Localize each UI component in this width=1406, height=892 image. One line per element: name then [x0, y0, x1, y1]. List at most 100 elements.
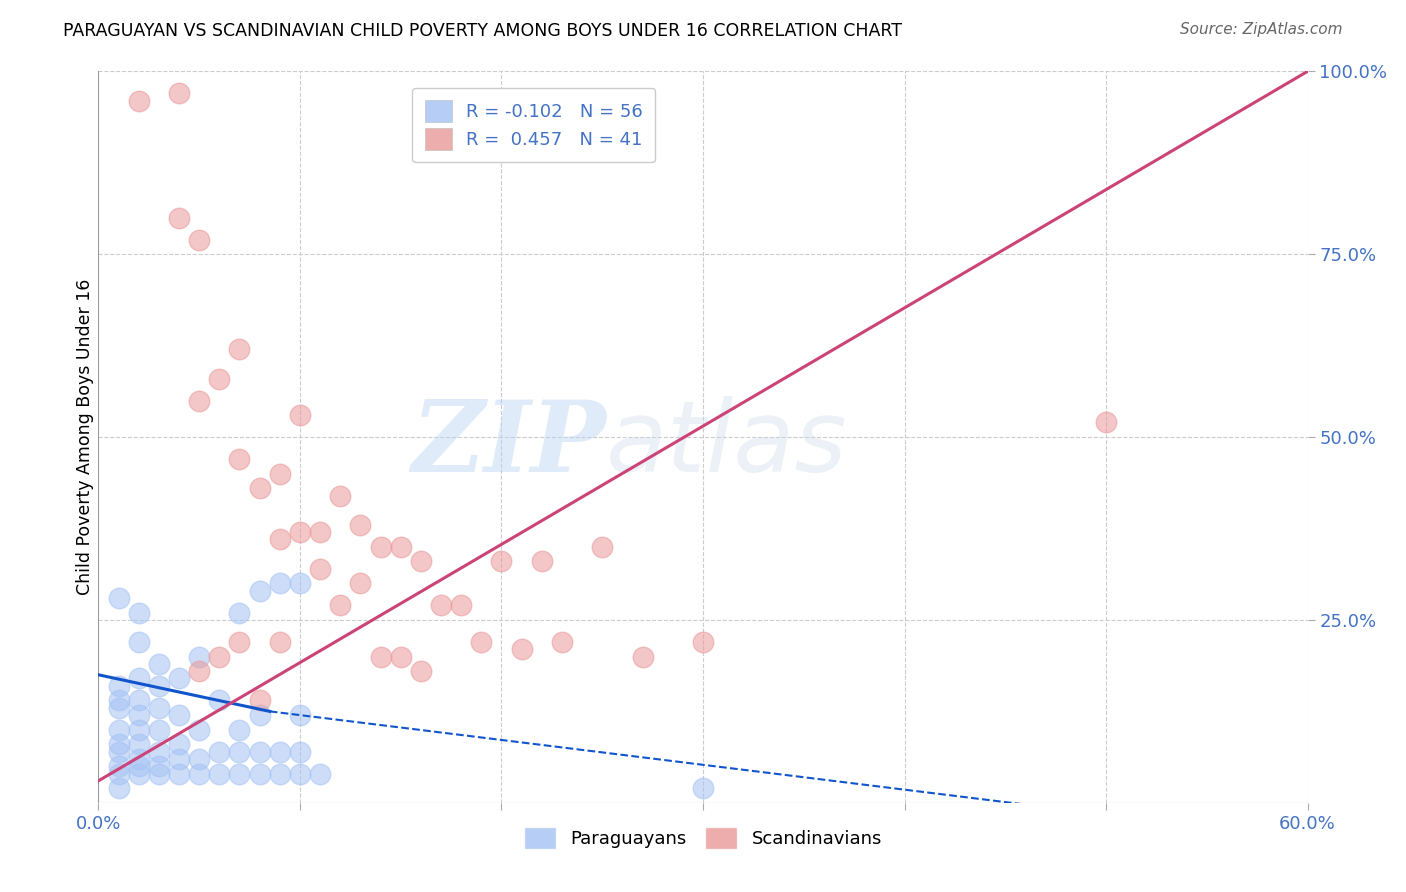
- Point: [167, 737, 190, 751]
- Point: [128, 766, 150, 780]
- Point: [1095, 416, 1118, 430]
- Point: [249, 693, 271, 707]
- Point: [107, 766, 129, 780]
- Point: [349, 576, 371, 591]
- Point: [288, 525, 311, 540]
- Point: [228, 635, 250, 649]
- Point: [309, 766, 332, 780]
- Point: [288, 745, 311, 759]
- Point: [288, 708, 311, 723]
- Point: [128, 723, 150, 737]
- Point: [167, 672, 190, 686]
- Point: [349, 517, 371, 532]
- Point: [167, 766, 190, 780]
- Point: [269, 467, 291, 481]
- Point: [591, 540, 613, 554]
- Point: [430, 599, 453, 613]
- Point: [167, 752, 190, 766]
- Point: [107, 745, 129, 759]
- Point: [491, 554, 513, 568]
- Point: [228, 766, 250, 780]
- Point: [269, 766, 291, 780]
- Point: [288, 408, 311, 422]
- Point: [188, 752, 211, 766]
- Point: [107, 591, 129, 605]
- Point: [389, 540, 412, 554]
- Point: [228, 745, 250, 759]
- Point: [128, 737, 150, 751]
- Point: [309, 562, 332, 576]
- Point: [228, 452, 250, 467]
- Point: [128, 693, 150, 707]
- Point: [269, 533, 291, 547]
- Point: [148, 759, 170, 773]
- Y-axis label: Child Poverty Among Boys Under 16: Child Poverty Among Boys Under 16: [76, 279, 94, 595]
- Point: [107, 679, 129, 693]
- Point: [228, 343, 250, 357]
- Point: [470, 635, 492, 649]
- Point: [107, 693, 129, 707]
- Point: [167, 211, 190, 225]
- Point: [249, 708, 271, 723]
- Point: [288, 576, 311, 591]
- Point: [188, 393, 211, 408]
- Point: [409, 664, 432, 678]
- Point: [692, 635, 714, 649]
- Point: [148, 700, 170, 714]
- Point: [249, 583, 271, 598]
- Point: [148, 679, 170, 693]
- Point: [228, 606, 250, 620]
- Point: [188, 649, 211, 664]
- Point: [450, 599, 472, 613]
- Text: atlas: atlas: [606, 396, 848, 493]
- Point: [148, 766, 170, 780]
- Point: [208, 745, 231, 759]
- Point: [208, 693, 231, 707]
- Point: [329, 599, 352, 613]
- Point: [208, 371, 231, 385]
- Point: [128, 635, 150, 649]
- Point: [409, 554, 432, 568]
- Point: [148, 657, 170, 671]
- Point: [107, 759, 129, 773]
- Point: [370, 649, 392, 664]
- Text: Source: ZipAtlas.com: Source: ZipAtlas.com: [1180, 22, 1343, 37]
- Point: [249, 481, 271, 495]
- Point: [148, 723, 170, 737]
- Point: [128, 752, 150, 766]
- Point: [329, 489, 352, 503]
- Point: [692, 781, 714, 796]
- Point: [208, 649, 231, 664]
- Point: [107, 723, 129, 737]
- Point: [389, 649, 412, 664]
- Point: [510, 642, 533, 657]
- Point: [249, 766, 271, 780]
- Point: [188, 766, 211, 780]
- Point: [269, 635, 291, 649]
- Point: [269, 576, 291, 591]
- Legend: Paraguayans, Scandinavians: Paraguayans, Scandinavians: [513, 816, 893, 860]
- Point: [107, 700, 129, 714]
- Point: [167, 708, 190, 723]
- Point: [530, 554, 553, 568]
- Point: [208, 766, 231, 780]
- Point: [370, 540, 392, 554]
- Point: [309, 525, 332, 540]
- Point: [551, 635, 574, 649]
- Point: [128, 759, 150, 773]
- Point: [128, 606, 150, 620]
- Text: PARAGUAYAN VS SCANDINAVIAN CHILD POVERTY AMONG BOYS UNDER 16 CORRELATION CHART: PARAGUAYAN VS SCANDINAVIAN CHILD POVERTY…: [63, 22, 903, 40]
- Point: [249, 745, 271, 759]
- Text: ZIP: ZIP: [412, 396, 606, 492]
- Point: [128, 672, 150, 686]
- Point: [167, 87, 190, 101]
- Point: [107, 737, 129, 751]
- Point: [631, 649, 654, 664]
- Point: [188, 233, 211, 247]
- Point: [288, 766, 311, 780]
- Point: [188, 723, 211, 737]
- Point: [107, 781, 129, 796]
- Point: [228, 723, 250, 737]
- Point: [188, 664, 211, 678]
- Point: [269, 745, 291, 759]
